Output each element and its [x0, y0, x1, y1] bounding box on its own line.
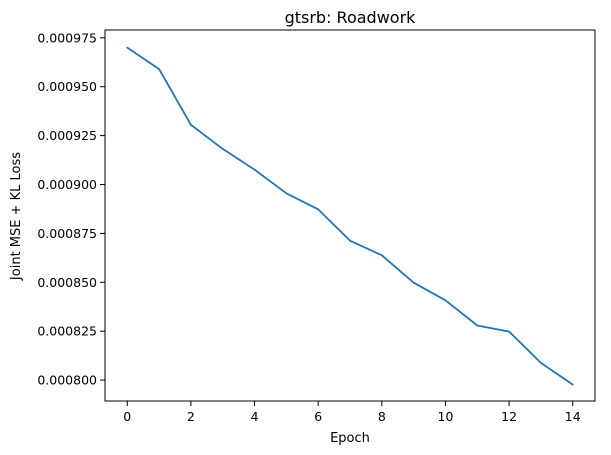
- x-tick-label: 14: [565, 409, 581, 424]
- x-tick-label: 4: [251, 409, 259, 424]
- x-tick-label: 2: [187, 409, 195, 424]
- x-tick-label: 10: [438, 409, 454, 424]
- chart-title: gtsrb: Roadwork: [285, 8, 417, 27]
- y-axis-label: Joint MSE + KL Loss: [9, 152, 24, 281]
- x-tick-label: 0: [123, 409, 131, 424]
- x-tick-label: 6: [314, 409, 322, 424]
- y-tick-label: 0.000825: [37, 324, 97, 339]
- y-tick-label: 0.000925: [37, 128, 97, 143]
- y-tick-label: 0.000875: [37, 226, 97, 241]
- x-tick-label: 12: [501, 409, 517, 424]
- series-line-0: [126, 46, 574, 386]
- y-tick-label: 0.000975: [37, 30, 97, 45]
- y-tick-label: 0.000900: [37, 177, 97, 192]
- y-tick-label: 0.000850: [37, 275, 97, 290]
- x-axis-label: Epoch: [330, 431, 370, 446]
- plot-area-frame: [104, 29, 596, 402]
- series-group: [126, 46, 574, 386]
- y-tick-label: 0.000800: [37, 373, 97, 388]
- y-axis-ticks: 0.000800 0.000825 0.000850 0.000875 0.000900…: [37, 30, 105, 388]
- x-tick-label: 8: [378, 409, 386, 424]
- x-axis-ticks: 0 2 4 6 8 10 12 14: [123, 401, 581, 424]
- y-tick-label: 0.000950: [37, 79, 97, 94]
